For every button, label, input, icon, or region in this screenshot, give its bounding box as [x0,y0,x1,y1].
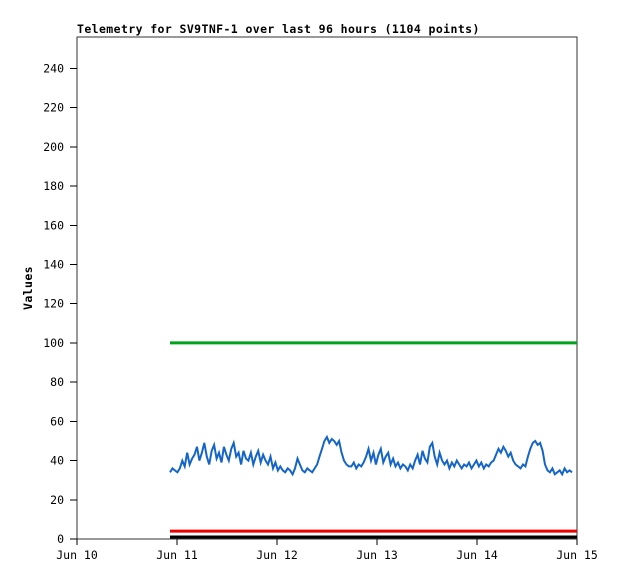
y-tick-label: 100 [43,336,64,350]
x-tick-label: Jun 15 [556,548,598,562]
y-tick-label: 160 [43,218,64,232]
x-tick-label: Jun 14 [456,548,498,562]
y-tick-label: 220 [43,101,64,115]
y-tick-label: 80 [50,375,64,389]
series-blue-telemetry-line [169,434,573,477]
y-tick-label: 180 [43,179,64,193]
x-tick-label: Jun 13 [356,548,398,562]
y-tick-label: 200 [43,140,64,154]
x-tick-label: Jun 11 [156,548,198,562]
y-tick-label: 40 [50,454,64,468]
y-tick-label: 0 [57,532,64,546]
x-tick-label: Jun 10 [56,548,98,562]
y-tick-label: 120 [43,297,64,311]
y-tick-label: 140 [43,257,64,271]
x-tick-label: Jun 12 [256,548,298,562]
y-tick-label: 20 [50,493,64,507]
plot-border [76,36,578,540]
chart-title: Telemetry for SV9TNF-1 over last 96 hour… [77,22,480,36]
y-tick-label: 60 [50,414,64,428]
y-tick-label: 240 [43,61,64,75]
